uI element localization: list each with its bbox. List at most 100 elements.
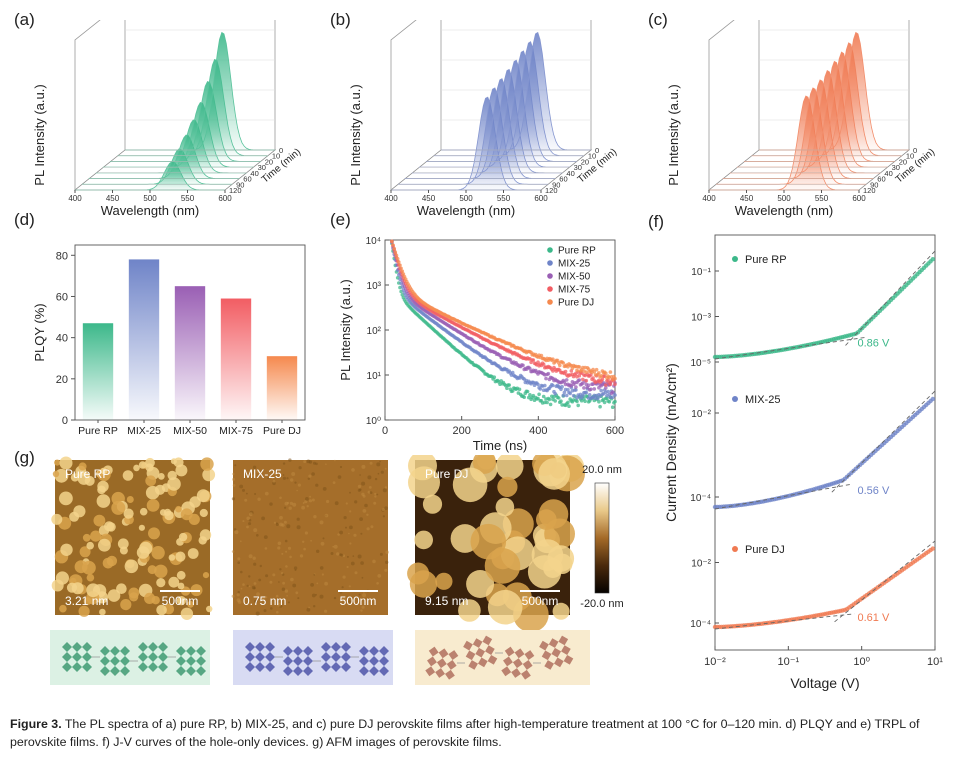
data-point xyxy=(390,239,394,244)
data-point xyxy=(613,393,617,397)
octahedra-cluster xyxy=(245,642,275,672)
x-tick-label: 450 xyxy=(740,194,754,203)
data-point xyxy=(584,390,589,395)
legend-label: MIX-75 xyxy=(558,285,591,296)
afm-grain xyxy=(384,467,387,470)
panel-label-b: (b) xyxy=(330,10,351,29)
afm-grain xyxy=(362,593,367,598)
data-point xyxy=(604,386,608,390)
octahedron xyxy=(110,646,120,656)
afm-grain xyxy=(233,528,237,531)
octahedron xyxy=(341,652,351,662)
afm-grain xyxy=(495,497,515,517)
afm-grain xyxy=(199,529,212,541)
octahedron xyxy=(72,652,82,662)
fit-line xyxy=(834,540,936,623)
y-tick-label: 10³ xyxy=(367,281,382,292)
legend-label: Pure DJ xyxy=(558,298,594,309)
afm-grain xyxy=(96,494,111,508)
afm-grain xyxy=(315,483,319,487)
octahedron xyxy=(379,656,389,666)
afm-grain xyxy=(239,540,242,543)
afm-grain xyxy=(263,535,268,539)
afm-grain xyxy=(379,552,383,556)
octahedron xyxy=(196,656,206,666)
afm-grain xyxy=(313,573,316,576)
afm-grain xyxy=(126,496,134,503)
data-point xyxy=(574,385,578,389)
afm-grain xyxy=(321,573,324,576)
afm-grain xyxy=(98,525,110,536)
octahedron xyxy=(245,642,255,652)
afm-grain xyxy=(315,593,317,596)
y-tick-label: 0 xyxy=(62,415,68,427)
octahedron xyxy=(110,656,120,666)
octahedron xyxy=(283,656,293,666)
x-tick-label: Pure DJ xyxy=(263,425,301,437)
afm-grain xyxy=(294,481,297,484)
x-tick-label: 10⁻² xyxy=(704,656,726,668)
afm-grain xyxy=(206,605,213,613)
afm-title: Pure DJ xyxy=(425,467,468,481)
afm-grain xyxy=(289,555,292,559)
data-point xyxy=(566,400,570,405)
octahedron xyxy=(293,646,303,656)
afm-grain xyxy=(51,513,63,525)
afm-grain xyxy=(296,489,298,492)
afm-grain xyxy=(70,473,80,482)
time-tick-label: 0 xyxy=(595,146,599,155)
y-axis-label: Current Density (mA/cm²) xyxy=(663,363,679,522)
trpl-chart: 10⁰ 10¹ 10² 10³ 10⁴ 0 200 400 600 Pure RP MIX-25 MI… xyxy=(338,236,624,453)
afm-grain xyxy=(332,545,335,548)
afm-grain xyxy=(279,522,283,527)
afm-grain xyxy=(128,587,140,599)
afm-grain xyxy=(294,569,297,571)
data-point xyxy=(541,362,546,367)
x-tick-label: 400 xyxy=(68,194,82,203)
data-point xyxy=(584,378,589,383)
afm-grain xyxy=(246,492,248,495)
afm-grain xyxy=(310,583,314,587)
data-point xyxy=(608,370,613,374)
x-tick-label: 550 xyxy=(815,194,829,203)
x-tick-label: MIX-25 xyxy=(127,425,161,437)
afm-grain xyxy=(359,474,361,476)
afm-grain xyxy=(487,589,523,625)
data-point xyxy=(567,404,571,408)
figure-caption: Figure 3. The PL spectra of a) pure RP, … xyxy=(10,715,955,751)
afm-grain xyxy=(180,508,193,521)
x-tick-label: 0 xyxy=(382,425,388,437)
jv-series-pure-dj xyxy=(712,546,935,630)
panel-label-e: (e) xyxy=(330,210,351,229)
afm-grain xyxy=(180,607,194,620)
x-tick-label: MIX-50 xyxy=(173,425,207,437)
afm-grain xyxy=(296,525,301,530)
afm-grain xyxy=(138,461,147,469)
data-point xyxy=(597,399,601,404)
legend-marker xyxy=(547,273,553,279)
data-point xyxy=(537,392,541,397)
afm-grain xyxy=(373,501,377,505)
legend-label: MIX-25 xyxy=(745,394,780,406)
octahedron xyxy=(303,656,313,666)
afm-grain xyxy=(302,502,305,504)
afm-grain xyxy=(284,539,288,543)
afm-grain xyxy=(52,470,60,478)
afm-grain xyxy=(359,517,363,521)
afm-grain xyxy=(256,534,259,537)
afm-grain xyxy=(374,495,377,498)
afm-grain xyxy=(154,564,168,578)
octahedron xyxy=(148,642,158,652)
colorbar-min: -20.0 nm xyxy=(580,598,623,610)
octahedra-cluster xyxy=(176,646,206,676)
afm-grain xyxy=(370,525,374,529)
afm-grain xyxy=(343,516,347,520)
afm-grain xyxy=(286,477,289,480)
y-axis-label: PL Intensity (a.u.) xyxy=(348,84,363,185)
octahedra-cluster xyxy=(100,646,130,676)
afm-grain xyxy=(360,609,363,612)
afm-grain xyxy=(200,457,214,471)
afm-grain xyxy=(376,493,379,496)
time-tick-label: 40 xyxy=(566,169,574,178)
caption-label: Figure 3. xyxy=(10,717,62,731)
